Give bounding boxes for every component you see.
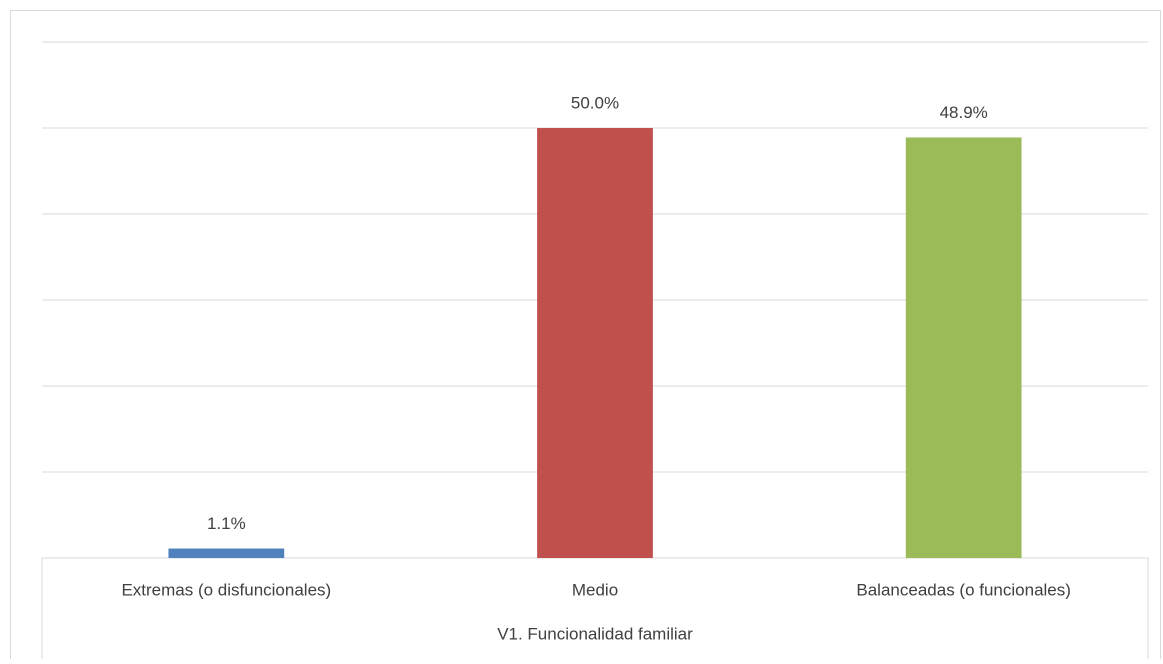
x-axis-label: V1. Funcionalidad familiar [497, 624, 693, 643]
data-label: 50.0% [571, 93, 619, 112]
bar [168, 548, 285, 558]
bar [537, 128, 653, 558]
x-tick-label: Medio [572, 580, 618, 599]
data-label: 48.9% [940, 103, 988, 122]
x-tick-label: Balanceadas (o funcionales) [856, 580, 1071, 599]
bar [905, 137, 1022, 558]
x-tick-label: Extremas (o disfuncionales) [121, 580, 331, 599]
data-label: 1.1% [207, 514, 246, 533]
